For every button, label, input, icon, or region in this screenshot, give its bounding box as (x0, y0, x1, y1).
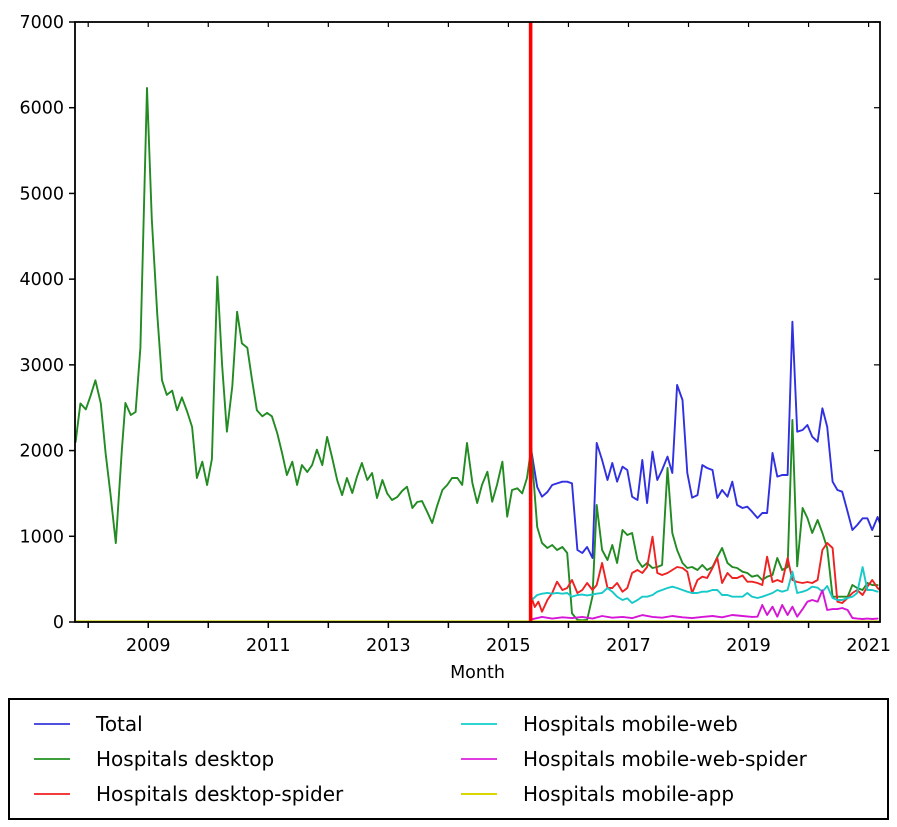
x-tick-label: 2011 (246, 636, 291, 656)
desktop-spider-line-swatch-icon (34, 793, 70, 796)
x-axis-title: Month (450, 663, 505, 683)
series-line-hospitals-mobile-web (530, 566, 879, 604)
mobile-app-line-swatch-icon (461, 793, 497, 796)
legend-item-desktop: Hospitals desktop (34, 749, 461, 769)
mobile-web-spider-line-swatch-icon (461, 757, 497, 760)
legend-label-desktop-spider: Hospitals desktop-spider (96, 782, 344, 807)
series-line-hospitals-mobile-web-spider (530, 589, 879, 621)
y-tick-label: 2000 (19, 442, 64, 462)
y-tick-label: 0 (53, 613, 64, 633)
x-tick-label: 2021 (846, 636, 891, 656)
x-tick-label: 2017 (606, 636, 651, 656)
legend-label-mobile-web-spider: Hospitals mobile-web-spider (523, 746, 807, 771)
x-tick-label: 2019 (726, 636, 771, 656)
x-tick-label: 2015 (486, 636, 531, 656)
chart-legend: Total Hospitals desktop Hospitals deskto… (8, 698, 889, 820)
series-line-total (530, 320, 880, 559)
x-tick-label: 2009 (126, 636, 171, 656)
series-line-hospitals-desktop (75, 87, 879, 622)
series-line-hospitals-desktop-spider (530, 535, 880, 613)
x-tick-label: 2013 (366, 636, 411, 656)
mobile-web-line-swatch-icon (461, 722, 497, 725)
legend-item-total: Total (34, 714, 461, 734)
legend-item-mobile-web: Hospitals mobile-web (461, 714, 887, 734)
legend-label-mobile-web: Hospitals mobile-web (523, 711, 738, 736)
pageviews-chart: 0 1000 2000 3000 4000 5000 6000 7000 2009 2011 201… (19, 13, 891, 683)
legend-item-mobile-web-spider: Hospitals mobile-web-spider (461, 749, 887, 769)
y-tick-label: 6000 (19, 99, 64, 119)
y-tick-label: 3000 (19, 356, 64, 376)
total-line-swatch-icon (34, 722, 70, 725)
y-tick-label: 7000 (19, 13, 64, 33)
desktop-line-swatch-icon (34, 757, 70, 760)
y-tick-label: 5000 (19, 184, 64, 204)
legend-item-desktop-spider: Hospitals desktop-spider (34, 784, 461, 804)
y-tick-label: 1000 (19, 527, 64, 547)
y-tick-label: 4000 (19, 270, 64, 290)
legend-item-mobile-app: Hospitals mobile-app (461, 784, 887, 804)
legend-label-desktop: Hospitals desktop (96, 746, 275, 771)
legend-label-total: Total (96, 711, 143, 736)
legend-label-mobile-app: Hospitals mobile-app (523, 782, 735, 807)
plot-spines (74, 21, 881, 623)
